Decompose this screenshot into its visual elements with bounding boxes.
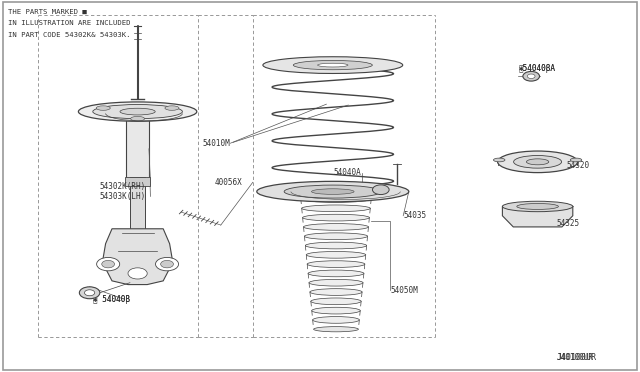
Text: 54010M: 54010M [203,139,230,148]
Circle shape [523,71,540,81]
Ellipse shape [284,185,381,198]
Text: 40056X: 40056X [214,178,242,187]
Text: 54302K(RH): 54302K(RH) [99,182,145,190]
Circle shape [84,290,95,296]
Ellipse shape [308,270,364,277]
Ellipse shape [498,151,578,173]
Ellipse shape [257,182,409,202]
Ellipse shape [305,242,367,249]
Ellipse shape [93,105,182,119]
Ellipse shape [312,307,360,314]
Text: ⁂54040βA: ⁂54040βA [518,64,556,73]
Ellipse shape [313,317,359,323]
Circle shape [128,268,147,279]
Ellipse shape [303,214,369,221]
Ellipse shape [78,102,197,121]
FancyBboxPatch shape [130,177,145,229]
Ellipse shape [96,106,110,110]
Circle shape [102,260,115,268]
Text: THE PARTS MARKED ■: THE PARTS MARKED ■ [8,9,86,15]
FancyBboxPatch shape [125,177,150,186]
Ellipse shape [493,158,505,162]
Ellipse shape [570,158,582,162]
Text: J40100UR: J40100UR [557,353,594,362]
Text: 54050M: 54050M [390,286,418,295]
Text: ⁂ 54040β: ⁂ 54040β [93,295,130,304]
Ellipse shape [307,261,365,267]
Ellipse shape [309,279,363,286]
Circle shape [156,257,179,271]
Text: ✱540408A: ✱540408A [518,64,556,73]
Ellipse shape [293,61,372,70]
Ellipse shape [502,201,573,212]
Ellipse shape [307,251,365,258]
Polygon shape [502,206,573,227]
Ellipse shape [526,159,549,165]
Ellipse shape [165,106,179,110]
Ellipse shape [301,205,371,212]
Text: 54035: 54035 [403,211,426,220]
Circle shape [97,257,120,271]
Circle shape [161,260,173,268]
Ellipse shape [305,233,367,240]
Ellipse shape [120,108,155,115]
Ellipse shape [263,57,403,74]
Circle shape [79,287,100,299]
FancyBboxPatch shape [126,113,149,179]
Ellipse shape [311,298,361,305]
Text: IN ILLUSTRATION ARE INCLUDED: IN ILLUSTRATION ARE INCLUDED [8,20,130,26]
Ellipse shape [317,63,348,67]
Text: 54320: 54320 [566,161,589,170]
Ellipse shape [314,327,358,332]
Ellipse shape [514,155,562,168]
Text: J40100UR: J40100UR [557,353,596,362]
Circle shape [527,74,535,78]
Text: ✱ 54040B: ✱ 54040B [93,295,130,304]
Ellipse shape [517,203,558,209]
Circle shape [372,185,389,195]
Text: 54325: 54325 [557,219,580,228]
Ellipse shape [303,224,369,230]
Ellipse shape [312,189,354,194]
Text: IN PART CODE 54302K& 54303K.: IN PART CODE 54302K& 54303K. [8,32,130,38]
Text: 54040A: 54040A [334,169,362,177]
Text: 54303K(LH): 54303K(LH) [99,192,145,201]
Ellipse shape [131,116,145,121]
Polygon shape [102,229,173,285]
Ellipse shape [310,289,362,295]
Ellipse shape [301,196,371,202]
